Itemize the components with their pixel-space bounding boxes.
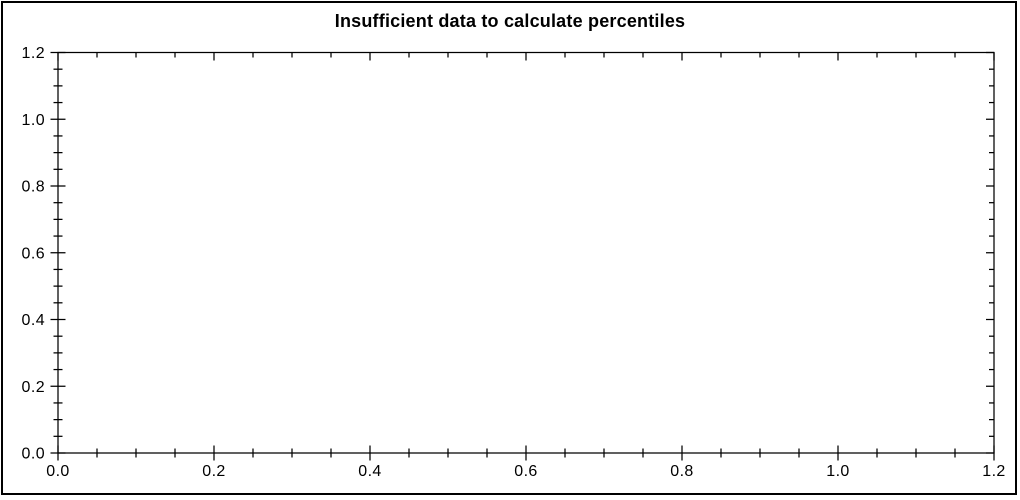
y-tick-label: 0.6 <box>22 245 45 262</box>
y-tick-label: 0.0 <box>22 446 45 463</box>
x-tick-label: 0.4 <box>358 463 381 480</box>
y-tick-label: 1.0 <box>22 112 45 129</box>
plot-area <box>57 51 995 454</box>
y-tick-label: 0.4 <box>22 312 45 329</box>
y-tick-label: 1.2 <box>22 45 45 62</box>
x-tick-label: 1.2 <box>982 463 1005 480</box>
x-tick-label: 0.2 <box>202 463 225 480</box>
x-tick-label: 0.0 <box>46 463 69 480</box>
y-tick-label: 0.2 <box>22 379 45 396</box>
x-tick-label: 1.0 <box>826 463 849 480</box>
x-tick-label: 0.6 <box>514 463 537 480</box>
x-tick-label: 0.8 <box>670 463 693 480</box>
y-tick-label: 0.8 <box>22 179 45 196</box>
chart-title: Insufficient data to calculate percentil… <box>334 11 686 31</box>
